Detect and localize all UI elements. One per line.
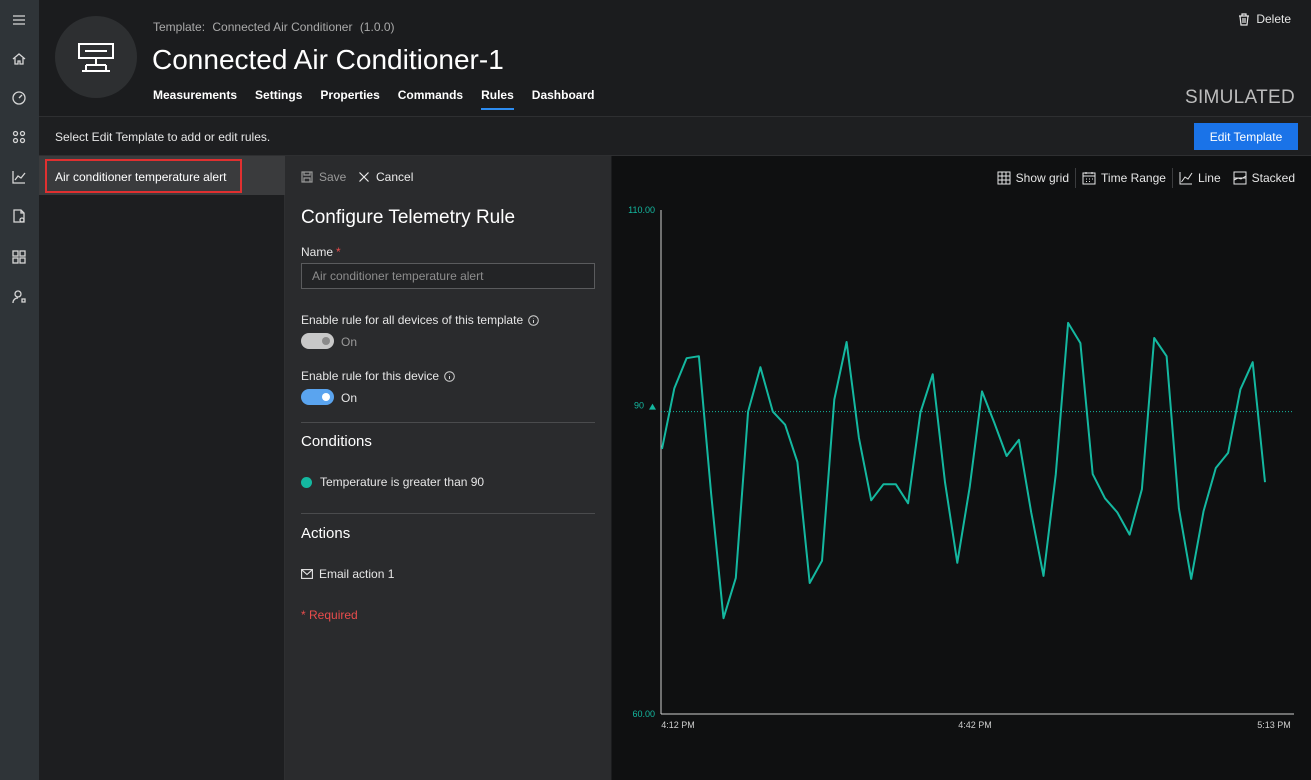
edit-template-bar: Select Edit Template to add or edit rule… <box>39 117 1311 156</box>
show-grid-label: Show grid <box>1015 171 1070 185</box>
rule-config-panel: Save Cancel Configure Telemetry Rule Nam… <box>285 156 612 780</box>
threshold-label: 90 <box>634 401 644 411</box>
enable-all-text: Enable rule for all devices of this temp… <box>301 313 524 327</box>
enable-device-text: Enable rule for this device <box>301 369 440 383</box>
stacked-chart-button[interactable]: Stacked <box>1227 171 1301 185</box>
time-range-label: Time Range <box>1101 171 1166 185</box>
close-icon <box>359 172 369 182</box>
enable-device-state: On <box>341 391 358 405</box>
email-icon <box>301 569 313 579</box>
stacked-label: Stacked <box>1251 171 1295 185</box>
telemetry-chart-panel: Show grid Time Range Line Stacked 110.00… <box>612 156 1311 780</box>
admin-icon[interactable] <box>11 289 27 305</box>
grid-icon <box>997 171 1011 185</box>
line-chart-button[interactable]: Line <box>1173 171 1227 185</box>
page-title: Connected Air Conditioner-1 <box>152 44 504 75</box>
tab-dashboard[interactable]: Dashboard <box>531 88 595 102</box>
trash-icon <box>1239 12 1250 26</box>
rule-name: Air conditioner temperature alert <box>55 170 227 184</box>
hamburger-icon[interactable] <box>11 12 27 28</box>
tab-properties[interactable]: Properties <box>320 88 380 102</box>
template-name[interactable]: Connected Air Conditioner <box>212 20 353 34</box>
calendar-icon <box>1082 172 1096 185</box>
x-tick-label: 4:42 PM <box>958 720 992 730</box>
name-label: Name * <box>301 245 341 259</box>
home-icon[interactable] <box>11 51 27 67</box>
left-nav-rail <box>0 0 39 780</box>
enable-all-toggle[interactable] <box>301 333 334 349</box>
rules-list: Air conditioner temperature alert <box>39 156 285 780</box>
stacked-chart-icon <box>1233 171 1247 185</box>
x-tick-label: 4:12 PM <box>661 720 695 730</box>
config-title: Configure Telemetry Rule <box>301 207 516 228</box>
threshold-marker-icon <box>649 403 656 410</box>
jobs-icon[interactable] <box>11 208 27 224</box>
line-chart-icon <box>1179 172 1193 185</box>
divider <box>301 513 595 514</box>
toolbar-separator <box>1075 168 1077 188</box>
info-icon[interactable] <box>528 314 539 326</box>
action-item[interactable]: Email action 1 <box>301 567 394 581</box>
actions-heading: Actions <box>301 525 351 542</box>
show-grid-button[interactable]: Show grid <box>991 171 1075 185</box>
time-range-button[interactable]: Time Range <box>1076 171 1172 185</box>
edit-template-message: Select Edit Template to add or edit rule… <box>55 130 271 144</box>
series-color-dot <box>301 476 312 488</box>
temperature-series-line <box>661 321 1266 620</box>
tab-settings[interactable]: Settings <box>255 88 303 102</box>
analytics-icon[interactable] <box>11 169 27 185</box>
chart-toolbar: Show grid Time Range Line Stacked <box>991 168 1301 188</box>
template-prefix: Template: <box>153 20 206 34</box>
condition-item[interactable]: Temperature is greater than 90 <box>301 475 484 489</box>
device-header: Template: Connected Air Conditioner (1.0… <box>39 0 1311 117</box>
tab-measurements[interactable]: Measurements <box>153 88 238 102</box>
line-label: Line <box>1197 171 1221 185</box>
name-label-text: Name <box>301 245 334 259</box>
condition-text: Temperature is greater than 90 <box>320 475 485 489</box>
tab-rules[interactable]: Rules <box>481 88 514 110</box>
save-label: Save <box>319 170 347 184</box>
delete-label: Delete <box>1256 12 1291 26</box>
gauge-icon[interactable] <box>11 90 27 106</box>
rule-name-field[interactable] <box>301 263 595 289</box>
toolbar-separator <box>1171 168 1173 188</box>
edit-template-button[interactable]: Edit Template <box>1194 123 1298 150</box>
y-tick-label: 110.00 <box>628 205 655 215</box>
telemetry-line-chart: 110.00 60.00 90 4:12 PM 4:42 PM 5:13 PM <box>628 205 1294 730</box>
cancel-label: Cancel <box>376 170 414 184</box>
template-info: Template: Connected Air Conditioner (1.0… <box>153 20 399 34</box>
save-button[interactable]: Save <box>301 170 346 184</box>
air-conditioner-icon <box>78 43 114 72</box>
simulated-status: SIMULATED <box>1184 87 1295 108</box>
cancel-button[interactable]: Cancel <box>358 170 413 184</box>
enable-all-state: On <box>341 335 358 349</box>
divider <box>301 422 595 423</box>
enable-device-label: Enable rule for this device <box>301 369 455 383</box>
conditions-heading: Conditions <box>301 433 372 450</box>
info-icon[interactable] <box>444 370 455 382</box>
apps-icon[interactable] <box>11 249 27 265</box>
enable-device-toggle[interactable] <box>301 389 334 405</box>
tab-commands[interactable]: Commands <box>397 88 464 102</box>
required-marker: * <box>336 245 341 259</box>
list-item[interactable]: Air conditioner temperature alert <box>39 156 285 195</box>
save-icon <box>301 171 313 183</box>
x-tick-label: 5:13 PM <box>1257 720 1291 730</box>
y-tick-label: 60.00 <box>632 709 655 719</box>
selection-highlight <box>45 159 242 193</box>
devices-icon[interactable] <box>11 129 27 145</box>
action-text: Email action 1 <box>319 567 395 581</box>
required-note: * Required <box>301 608 358 622</box>
enable-all-label: Enable rule for all devices of this temp… <box>301 313 539 327</box>
device-avatar <box>55 16 137 98</box>
template-version: (1.0.0) <box>359 20 395 34</box>
delete-button[interactable]: Delete <box>1238 12 1291 26</box>
device-tabs: Measurements Settings Properties Command… <box>153 88 612 110</box>
